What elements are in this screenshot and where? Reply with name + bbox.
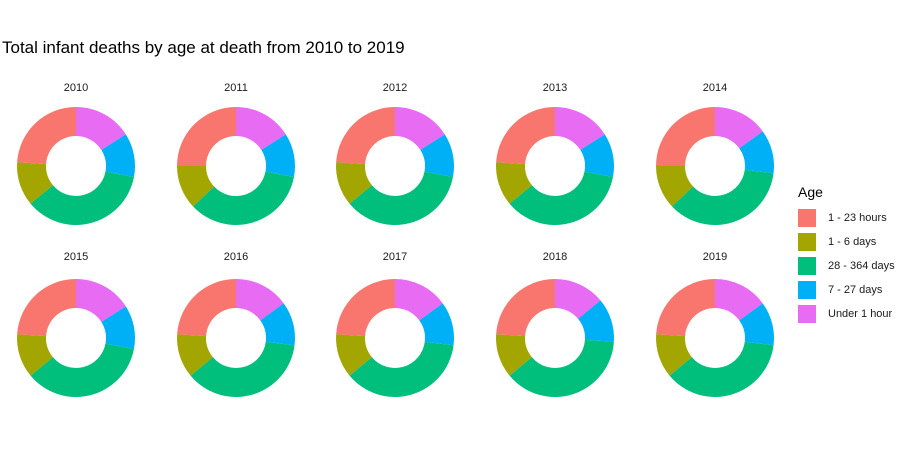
facet-label: 2012 [383, 82, 407, 94]
legend-label: 28 - 364 days [828, 260, 895, 272]
legend-item-28-364-days: 28 - 364 days [798, 254, 895, 278]
slice-under-1-hour [236, 107, 286, 150]
legend-item-1-23-hours: 1 - 23 hours [798, 206, 895, 230]
slice-under-1-hour [236, 279, 284, 321]
slice-1-6-days [177, 334, 213, 376]
slice-1-6-days [496, 162, 532, 204]
legend-label: 1 - 6 days [828, 236, 877, 248]
legend-items: 1 - 23 hours 1 - 6 days 28 - 364 days 7 - 2… [798, 206, 895, 326]
slice-7-27-days [739, 131, 774, 174]
legend-item-1-6-days: 1 - 6 days [798, 230, 895, 254]
slice-28-364-days [190, 341, 295, 397]
donut-facet-2016: 2016 [177, 251, 295, 397]
facet-label: 2015 [64, 251, 88, 263]
donut-facet-2015: 2015 [17, 251, 135, 397]
slice-1-23-hours [17, 279, 76, 337]
facet-label: 2014 [703, 82, 727, 94]
donut-facet-2013: 2013 [496, 82, 614, 225]
slice-1-6-days [496, 334, 532, 376]
donut-facet-2010: 2010 [17, 82, 135, 225]
slice-1-6-days [336, 162, 372, 204]
slice-28-364-days [349, 341, 454, 397]
slice-28-364-days [349, 171, 453, 225]
slice-1-23-hours [336, 279, 395, 337]
facet-label: 2010 [64, 82, 88, 94]
slice-7-27-days [260, 303, 295, 346]
donut-facet-grid: 2010 2011 2012 2013 2014 2015 2016 2017 2018 2019 [17, 82, 774, 397]
slice-1-6-days [656, 166, 694, 207]
facet-label: 2019 [703, 251, 727, 263]
slice-28-364-days [509, 339, 614, 397]
legend-key [798, 209, 816, 227]
legend-item-7-27-days: 7 - 27 days [798, 278, 895, 302]
slice-1-23-hours [177, 279, 236, 337]
slice-under-1-hour [715, 107, 763, 149]
slice-under-1-hour [555, 279, 601, 319]
slice-1-6-days [177, 166, 215, 207]
slice-7-27-days [739, 303, 774, 346]
slice-under-1-hour [76, 107, 126, 150]
slice-7-27-days [101, 306, 135, 350]
slice-7-27-days [580, 134, 614, 178]
slice-1-23-hours [496, 279, 555, 337]
legend-key [798, 281, 816, 299]
slice-1-6-days [17, 334, 53, 376]
slice-1-6-days [336, 334, 372, 376]
slice-under-1-hour [395, 107, 445, 150]
slice-28-364-days [509, 171, 613, 225]
slice-7-27-days [419, 303, 454, 346]
donut-facet-2011: 2011 [177, 82, 295, 225]
legend-label: 1 - 23 hours [828, 212, 887, 224]
slice-under-1-hour [715, 279, 763, 321]
legend-item-under-1-hour: Under 1 hour [798, 302, 895, 326]
slice-28-364-days [192, 171, 294, 225]
slice-7-27-days [101, 134, 135, 178]
legend-key [798, 305, 816, 323]
slice-28-364-days [669, 341, 774, 397]
slice-7-27-days [261, 134, 295, 178]
chart-title: Total infant deaths by age at death from… [2, 38, 405, 57]
legend-label: Under 1 hour [828, 308, 893, 320]
donut-facet-2018: 2018 [496, 251, 614, 397]
slice-1-23-hours [656, 279, 715, 337]
slice-under-1-hour [76, 279, 126, 322]
slice-28-364-days [30, 343, 134, 397]
slice-28-364-days [30, 171, 134, 225]
facet-label: 2017 [383, 251, 407, 263]
legend-key [798, 257, 816, 275]
donut-facet-2012: 2012 [336, 82, 454, 225]
legend: Age 1 - 23 hours 1 - 6 days 28 - 364 days 7… [798, 184, 895, 326]
slice-7-27-days [578, 300, 614, 342]
slice-1-6-days [656, 334, 692, 376]
slice-1-6-days [17, 162, 53, 204]
slice-1-23-hours [177, 107, 236, 166]
slice-under-1-hour [395, 279, 443, 321]
donut-facet-2017: 2017 [336, 251, 454, 397]
donut-facet-2014: 2014 [656, 82, 774, 225]
slice-1-23-hours [496, 107, 555, 165]
facet-label: 2011 [224, 82, 248, 94]
facet-label: 2016 [224, 251, 248, 263]
donut-facet-2019: 2019 [656, 251, 774, 397]
slice-1-23-hours [17, 107, 76, 165]
legend-title: Age [798, 184, 823, 200]
legend-label: 7 - 27 days [828, 284, 883, 296]
legend-key [798, 233, 816, 251]
slice-7-27-days [420, 134, 454, 178]
slice-under-1-hour [555, 106, 605, 150]
slice-1-23-hours [336, 107, 395, 165]
facet-label: 2013 [543, 82, 567, 94]
facet-label: 2018 [543, 251, 567, 263]
slice-28-364-days [671, 169, 774, 225]
slice-1-23-hours [656, 107, 715, 166]
